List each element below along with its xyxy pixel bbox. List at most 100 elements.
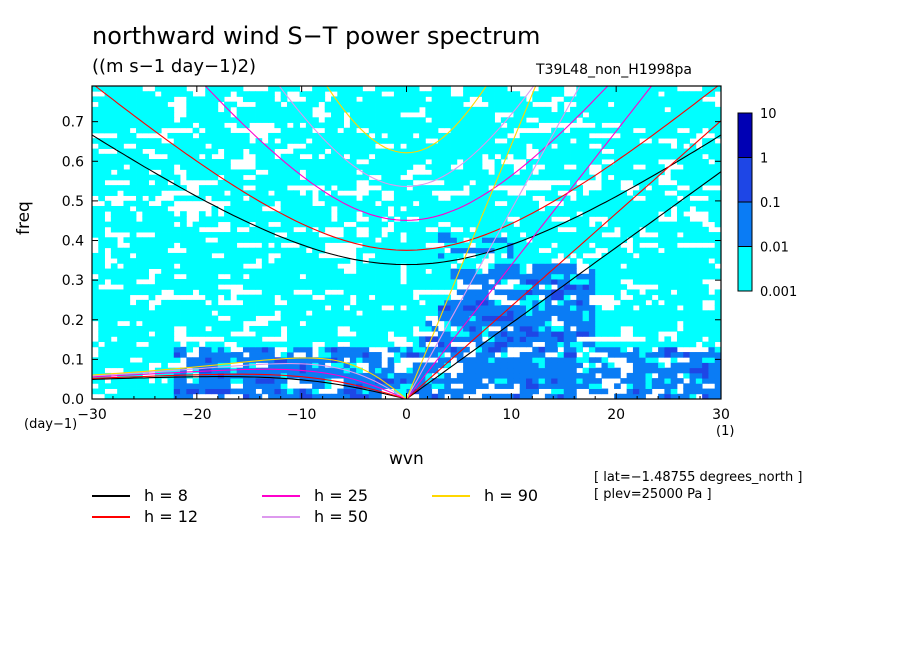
heatmap-cell [343, 388, 351, 395]
heatmap-cell [274, 195, 282, 202]
heatmap-cell [136, 242, 143, 249]
heatmap-cell [450, 279, 458, 285]
heatmap-cell [161, 148, 168, 155]
heatmap-cell [507, 237, 514, 243]
heatmap-cell [343, 195, 351, 202]
heatmap-cell [92, 190, 99, 196]
heatmap-cell [136, 336, 143, 343]
heatmap-cell [167, 174, 175, 181]
heatmap-cell [444, 336, 451, 343]
legend-label: h = 8 [144, 486, 188, 505]
heatmap-cell [368, 383, 376, 389]
heatmap-cell [154, 263, 162, 269]
heatmap-cell [381, 284, 389, 290]
heatmap-cell [632, 388, 640, 395]
heatmap-cell [500, 132, 508, 139]
heatmap-cell [280, 357, 288, 363]
heatmap-cell [538, 211, 546, 217]
heatmap-cell [249, 315, 256, 322]
heatmap-cell [557, 325, 565, 332]
heatmap-cell [563, 232, 571, 238]
heatmap-cell [444, 362, 451, 369]
heatmap-cell [349, 336, 357, 343]
heatmap-cell [136, 143, 143, 149]
heatmap-cell [526, 310, 533, 316]
heatmap-cell [406, 294, 414, 301]
heatmap-cell [242, 179, 250, 186]
heatmap-cell [639, 179, 646, 186]
heatmap-cell [129, 221, 137, 228]
heatmap-cell [349, 164, 357, 170]
heatmap-cell [261, 331, 269, 337]
heatmap-cell [286, 357, 294, 363]
heatmap-cell [331, 372, 338, 379]
heatmap-cell [142, 393, 150, 399]
heatmap-cell [211, 268, 219, 275]
heatmap-cell [406, 86, 414, 92]
heatmap-cell [280, 247, 288, 254]
heatmap-cell [456, 211, 464, 217]
heatmap-cell [551, 388, 558, 395]
heatmap-cell [419, 226, 426, 233]
heatmap-cell [544, 91, 552, 97]
heatmap-cell [186, 122, 194, 129]
heatmap-cell [368, 279, 376, 285]
heatmap-cell [544, 294, 552, 301]
heatmap-cell [268, 372, 275, 379]
heatmap-cell [582, 117, 590, 123]
heatmap-cell [110, 153, 118, 160]
heatmap-cell [318, 148, 326, 155]
heatmap-cell [142, 325, 150, 332]
heatmap-cell [670, 117, 678, 123]
heatmap-cell [444, 232, 451, 238]
heatmap-cell [513, 112, 521, 118]
heatmap-cell [331, 190, 338, 196]
heatmap-cell [588, 226, 596, 233]
heatmap-cell [563, 336, 571, 343]
heatmap-cell [186, 393, 194, 399]
heatmap-cell [117, 378, 124, 384]
heatmap-cell [154, 252, 162, 259]
heatmap-cell [563, 96, 571, 103]
heatmap-cell [305, 132, 313, 139]
heatmap-cell [255, 143, 263, 149]
heatmap-cell [286, 247, 294, 254]
heatmap-cell [570, 221, 577, 228]
heatmap-cell [154, 273, 162, 280]
heatmap-cell [349, 352, 357, 358]
heatmap-cell [513, 315, 521, 322]
heatmap-cell [538, 346, 546, 353]
heatmap-cell [249, 143, 256, 149]
heatmap-cell [180, 185, 187, 191]
heatmap-cell [419, 336, 426, 343]
heatmap-cell [695, 352, 703, 358]
heatmap-cell [217, 372, 225, 379]
heatmap-cell [563, 148, 571, 155]
heatmap-cell [576, 305, 584, 311]
heatmap-cell [293, 127, 300, 134]
heatmap-cell [381, 294, 389, 301]
heatmap-cell [456, 388, 464, 395]
heatmap-cell [236, 148, 244, 155]
heatmap-cell [519, 284, 527, 290]
heatmap-cell [337, 352, 344, 358]
heatmap-cell [532, 247, 539, 254]
heatmap-cell [670, 169, 678, 176]
heatmap-cell [412, 190, 420, 196]
heatmap-cell [230, 148, 238, 155]
heatmap-cell [400, 106, 407, 113]
heatmap-cell [582, 367, 590, 374]
heatmap-cell [268, 362, 275, 369]
heatmap-cell [331, 336, 338, 343]
heatmap-cell [595, 346, 602, 353]
heatmap-cell [318, 247, 326, 254]
heatmap-cell [375, 367, 382, 374]
heatmap-cell [658, 305, 665, 311]
heatmap-cell [695, 179, 703, 186]
heatmap-cell [286, 325, 294, 332]
y-tick-label: 0.0 [62, 392, 84, 408]
heatmap-cell [148, 190, 156, 196]
heatmap-cell [312, 393, 319, 399]
heatmap-cell [519, 112, 527, 118]
heatmap-cell [456, 336, 464, 343]
